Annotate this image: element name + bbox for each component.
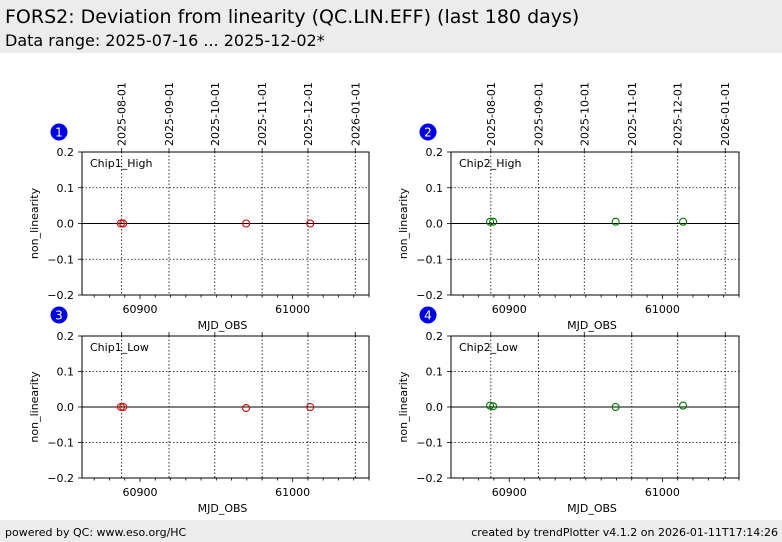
footer-created-by: created by trendPlotter v4.1.2 on 2026-0… — [471, 526, 778, 539]
date-tick-label: 2025-09-01 — [163, 82, 176, 146]
x-axis-label: MJD_OBS — [198, 502, 248, 515]
panel-label: Chip2_High — [459, 157, 521, 170]
plot-frame — [81, 335, 370, 479]
data-point — [611, 217, 620, 226]
panel-number-badge — [50, 306, 68, 324]
chart-panel-1: 2025-08-01 2025-09-01 2025-10-01 2025-11-01… — [28, 82, 370, 332]
plot-frame — [450, 335, 740, 479]
date-tick-label: 2025-10-01 — [209, 82, 222, 146]
y-tick-label: 0.1 — [57, 366, 75, 379]
x-tick-label: 61000 — [275, 486, 310, 499]
y-tick-label: 0.2 — [426, 146, 444, 159]
panel-number-badge — [419, 306, 437, 324]
data-point — [119, 219, 128, 228]
y-tick-label: 0.1 — [426, 182, 444, 195]
y-tick-label: 0.2 — [57, 330, 75, 343]
y-tick-label: 0.0 — [57, 401, 75, 414]
data-point — [679, 401, 688, 410]
date-tick-label: 2026-01-01 — [719, 82, 732, 146]
data-point — [306, 219, 315, 228]
y-tick-label: 0.2 — [57, 146, 75, 159]
footer-powered-by: powered by QC: www.eso.org/HC — [5, 526, 187, 539]
y-tick-label: 0.0 — [57, 218, 75, 231]
x-tick-label: 61000 — [275, 303, 310, 316]
y-tick-label: 0.0 — [426, 401, 444, 414]
panel-label: Chip1_High — [90, 157, 152, 170]
data-point — [116, 219, 125, 228]
data-point — [489, 402, 498, 411]
y-tick-label: 0.2 — [426, 330, 444, 343]
data-point — [306, 402, 315, 412]
date-tick-label: 2025-09-01 — [532, 82, 545, 146]
panel-number-label: 2 — [424, 126, 432, 140]
x-axis-label: MJD_OBS — [567, 502, 617, 515]
data-point — [679, 217, 688, 226]
header-band: FORS2: Deviation from linearity (QC.LIN.… — [0, 0, 782, 53]
panel-label: Chip2_Low — [459, 341, 518, 354]
panel-label: Chip1_Low — [90, 341, 149, 354]
y-tick-label: −0.2 — [47, 289, 74, 302]
data-point — [116, 402, 125, 412]
x-tick-label: 60900 — [492, 486, 527, 499]
date-tick-label: 2025-10-01 — [578, 82, 591, 146]
y-tick-label: 0.1 — [57, 182, 75, 195]
chart-panel-4: 0.2 0.1 0.0 −0.1 −0.2 60900 61000 Chip2_Low MJD_… — [397, 306, 740, 515]
date-tick-label: 2026-01-01 — [349, 82, 362, 146]
y-axis-label: non_linearity — [28, 187, 41, 259]
x-tick-label: 61000 — [645, 303, 680, 316]
data-point — [486, 401, 495, 410]
chart-panel-3: 0.2 0.1 0.0 −0.1 −0.2 60900 61000 Chip1_Low MJD_… — [28, 306, 370, 515]
date-tick-label: 2025-11-01 — [256, 82, 269, 146]
y-tick-label: −0.1 — [47, 437, 74, 450]
x-tick-label: 61000 — [645, 486, 680, 499]
x-axis-label: MJD_OBS — [198, 319, 248, 332]
data-point — [242, 219, 251, 228]
date-tick-label: 2025-11-01 — [626, 82, 639, 146]
x-tick-label: 60900 — [492, 303, 527, 316]
y-axis-label: non_linearity — [397, 371, 410, 443]
data-point — [611, 402, 620, 412]
y-axis-label: non_linearity — [397, 187, 410, 259]
data-point — [242, 404, 251, 413]
footer-band: powered by QC: www.eso.org/HC created by… — [0, 520, 782, 542]
panel-number-badge — [419, 123, 437, 141]
date-tick-label: 2025-08-01 — [116, 82, 129, 146]
y-tick-label: 0.0 — [426, 218, 444, 231]
y-axis-label: non_linearity — [28, 371, 41, 443]
x-axis-label: MJD_OBS — [567, 319, 617, 332]
date-tick-label: 2025-12-01 — [302, 82, 315, 146]
panel-number-label: 1 — [55, 126, 63, 140]
date-tick-label: 2025-08-01 — [485, 82, 498, 146]
panel-number-label: 3 — [55, 309, 63, 323]
date-tick-label: 2025-12-01 — [672, 82, 685, 146]
chart-panel-2: 2025-08-01 2025-09-01 2025-10-01 2025-11-01… — [397, 82, 740, 332]
panel-number-badge — [50, 123, 68, 141]
data-range-subtitle: Data range: 2025-07-16 ... 2025-12-02* — [5, 31, 325, 50]
x-tick-label: 60900 — [123, 303, 158, 316]
y-tick-label: −0.2 — [47, 472, 74, 485]
y-tick-label: −0.2 — [416, 289, 443, 302]
panel-number-label: 4 — [424, 309, 432, 323]
y-tick-label: −0.1 — [416, 253, 443, 266]
y-tick-label: 0.1 — [426, 366, 444, 379]
data-point — [489, 217, 498, 226]
plot-frame — [81, 151, 370, 296]
plot-frame — [450, 151, 740, 296]
y-tick-label: −0.2 — [416, 472, 443, 485]
data-point — [119, 402, 128, 412]
y-tick-label: −0.1 — [47, 253, 74, 266]
data-point — [486, 217, 495, 226]
y-tick-label: −0.1 — [416, 437, 443, 450]
page-title: FORS2: Deviation from linearity (QC.LIN.… — [5, 6, 580, 28]
x-tick-label: 60900 — [123, 486, 158, 499]
